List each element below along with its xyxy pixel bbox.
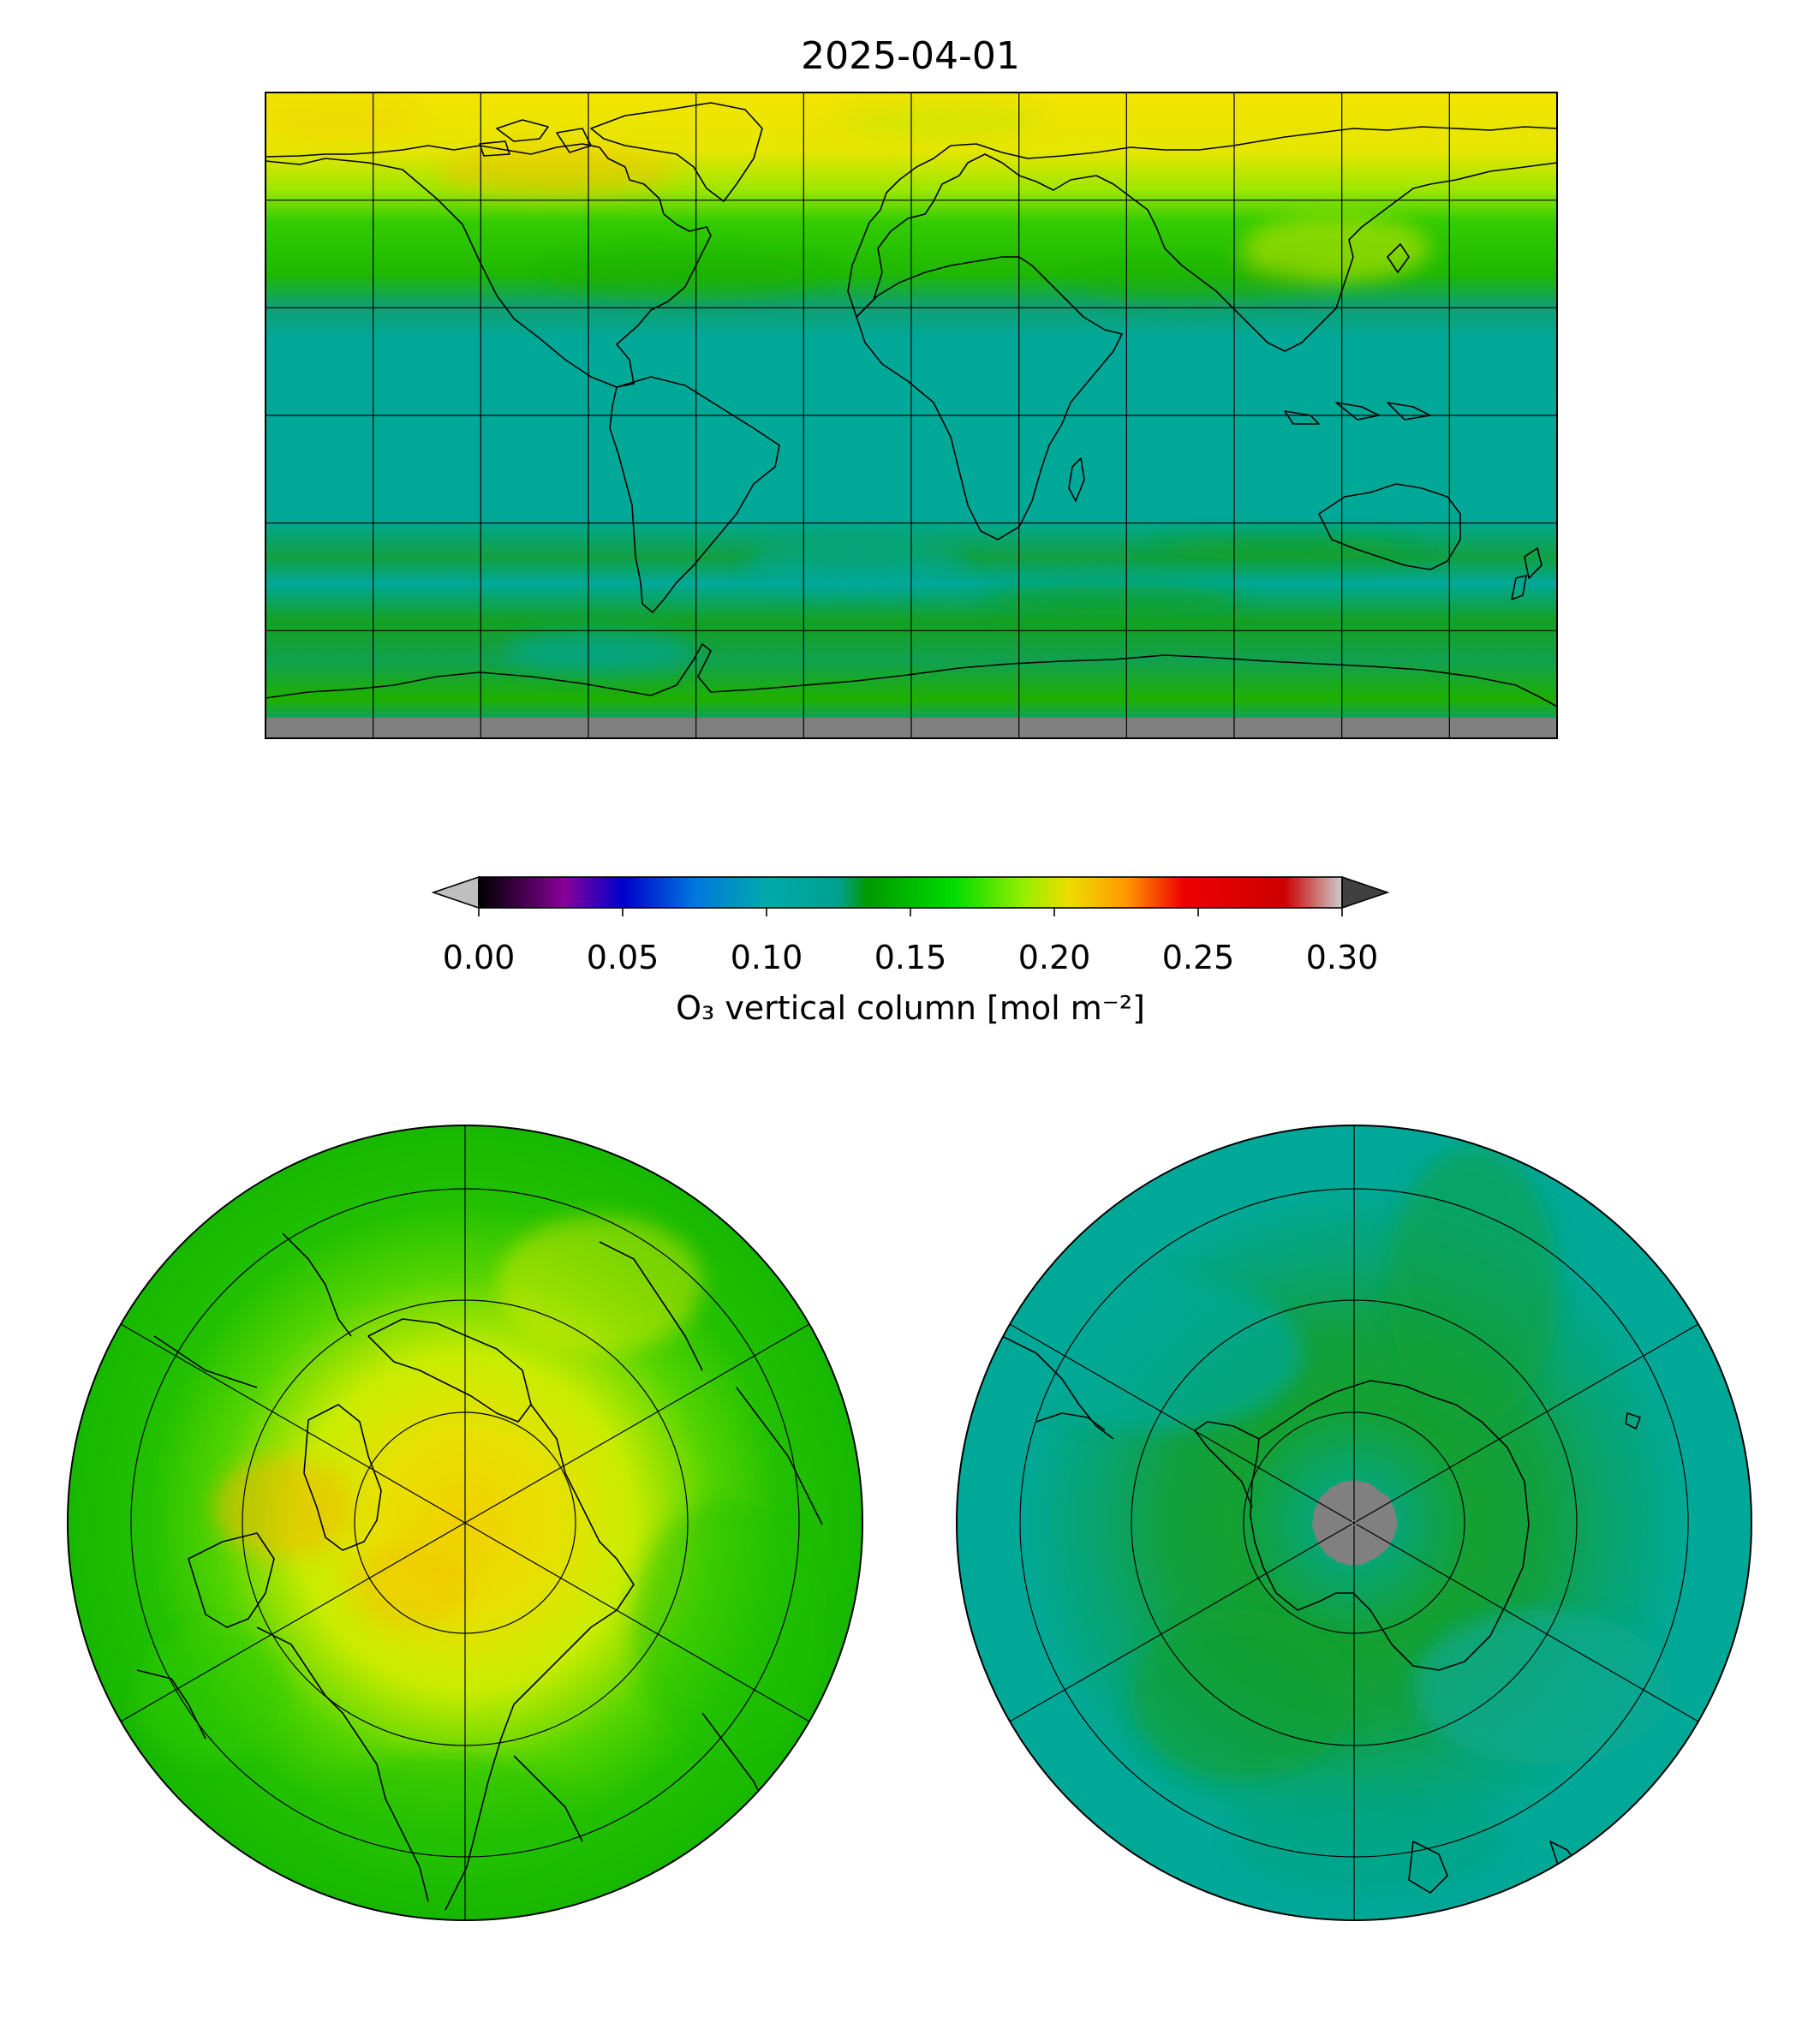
south-polar-map-panel	[956, 1125, 1752, 1921]
global-map-panel	[265, 92, 1558, 739]
colorbar-tick-label: 0.20	[1018, 939, 1091, 976]
colorbar-tick-label: 0.10	[731, 939, 803, 976]
colorbar-tick-label: 0.00	[443, 939, 516, 976]
colorbar-tick-label: 0.05	[587, 939, 659, 976]
south-gridlines	[1009, 1125, 1699, 1920]
north-ozone-variations	[137, 1216, 822, 1876]
colorbar-body	[479, 877, 1342, 908]
colorbar-ticks	[478, 908, 1343, 916]
south-ozone-variations	[1011, 1148, 1670, 1893]
figure-title: 2025-04-01	[801, 34, 1020, 78]
colorbar: 0.00 0.05 0.10 0.15 0.20 0.25 0.30 O₃ ve…	[431, 875, 1390, 1027]
global-gridlines	[266, 92, 1557, 738]
colorbar-label: O₃ vertical column [mol m⁻²]	[676, 989, 1145, 1027]
global-ozone-variations	[266, 98, 1430, 672]
colorbar-tick-label: 0.15	[874, 939, 947, 976]
global-coastlines	[266, 102, 1557, 707]
colorbar-tick-labels: 0.00 0.05 0.10 0.15 0.20 0.25 0.30	[443, 939, 1379, 976]
colorbar-over-extension	[1341, 875, 1390, 910]
south-coastlines	[1001, 1335, 1641, 1894]
north-polar-map-panel	[67, 1125, 863, 1921]
south-map-frame	[956, 1125, 1752, 1921]
colorbar-tick-label: 0.25	[1162, 939, 1235, 976]
north-coastlines	[136, 1232, 823, 1911]
colorbar-under-extension	[431, 875, 480, 910]
global-map-frame	[265, 92, 1558, 739]
colorbar-tick-label: 0.30	[1306, 939, 1379, 976]
north-gridlines	[120, 1125, 810, 1920]
north-map-frame	[67, 1125, 863, 1921]
